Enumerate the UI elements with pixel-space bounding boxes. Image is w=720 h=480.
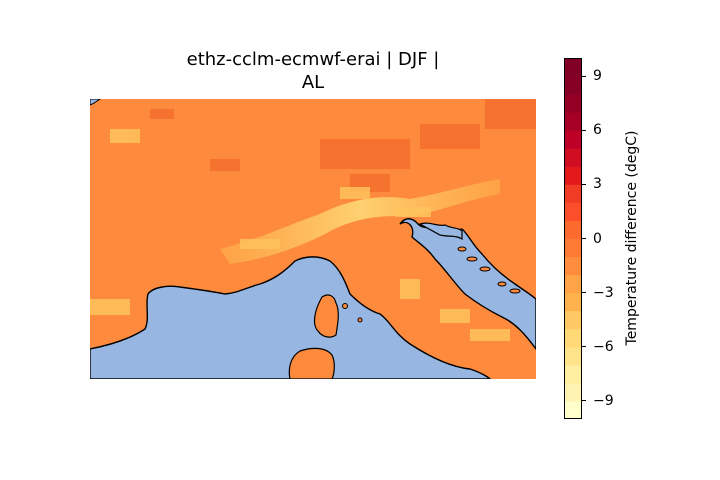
sardinia xyxy=(288,347,335,379)
colorbar-tick-label: 0 xyxy=(593,230,602,247)
colorbar-segment xyxy=(564,166,582,185)
colorbar-tick-label: 6 xyxy=(593,122,602,139)
north-adriatic xyxy=(418,222,463,241)
title-line-1: ethz-cclm-ecmwf-erai | DJF | xyxy=(186,49,440,70)
colorbar-tick-mark xyxy=(582,346,586,348)
colorbar-tick-mark xyxy=(582,183,586,185)
colorbar-tick-mark xyxy=(582,129,586,131)
colorbar-segment xyxy=(564,292,582,312)
island-small xyxy=(357,317,363,323)
colorbar-segment xyxy=(564,274,582,294)
colorbar-segment xyxy=(564,130,582,149)
colorbar-segment xyxy=(564,256,582,276)
colorbar-segment xyxy=(564,58,582,77)
cool-anomaly-patches xyxy=(90,129,510,341)
colorbar-tick-mark xyxy=(582,292,586,294)
colorbar-segment xyxy=(564,346,582,366)
colorbar-segment xyxy=(564,94,582,113)
colorbar-tick-label: −3 xyxy=(593,284,614,301)
colorbar-tick-mark xyxy=(582,238,586,239)
colorbar-segment xyxy=(564,76,582,95)
colorbar-label: Temperature difference (degC) xyxy=(624,130,640,346)
colorbar-segment xyxy=(564,310,582,330)
colorbar-segment xyxy=(564,148,582,167)
colorbar-tick-mark xyxy=(582,400,586,402)
map-title: ethz-cclm-ecmwf-erai | DJF | AL xyxy=(90,48,536,94)
colorbar-segment xyxy=(564,202,582,221)
colorbar-segment xyxy=(564,382,582,402)
alps-cool-band xyxy=(220,179,500,264)
colorbar-segment xyxy=(564,238,582,258)
colorbar-tick-label: 9 xyxy=(593,68,602,85)
colorbar-segment xyxy=(564,112,582,131)
colorbar-segment xyxy=(564,220,582,239)
colorbar-segment xyxy=(564,364,582,384)
colorbar-segment xyxy=(564,400,582,419)
temperature-map xyxy=(90,99,536,379)
title-line-2: AL xyxy=(301,72,325,93)
colorbar-segment xyxy=(564,184,582,203)
corsica xyxy=(313,294,339,338)
colorbar-tick-mark xyxy=(582,75,586,77)
colorbar xyxy=(564,58,582,419)
colorbar-tick-label: 3 xyxy=(593,176,602,193)
tyrrhenian-sea xyxy=(90,256,491,379)
dalmatian-islands xyxy=(457,246,521,294)
north-coast-sliver xyxy=(90,99,101,106)
colorbar-tick-label: −6 xyxy=(593,338,614,355)
colorbar-segment xyxy=(564,328,582,348)
island-elba xyxy=(342,303,348,309)
colorbar-tick-label: −9 xyxy=(593,392,614,409)
